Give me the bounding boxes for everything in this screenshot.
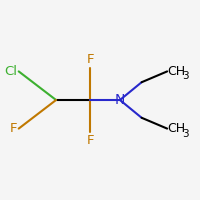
Text: CH: CH (167, 122, 185, 135)
Text: CH: CH (167, 65, 185, 78)
Text: N: N (115, 93, 125, 107)
Text: F: F (87, 53, 94, 66)
Text: 3: 3 (182, 71, 189, 81)
Text: 3: 3 (182, 129, 189, 139)
Text: F: F (87, 134, 94, 147)
Text: Cl: Cl (5, 65, 18, 78)
Text: F: F (10, 122, 18, 135)
